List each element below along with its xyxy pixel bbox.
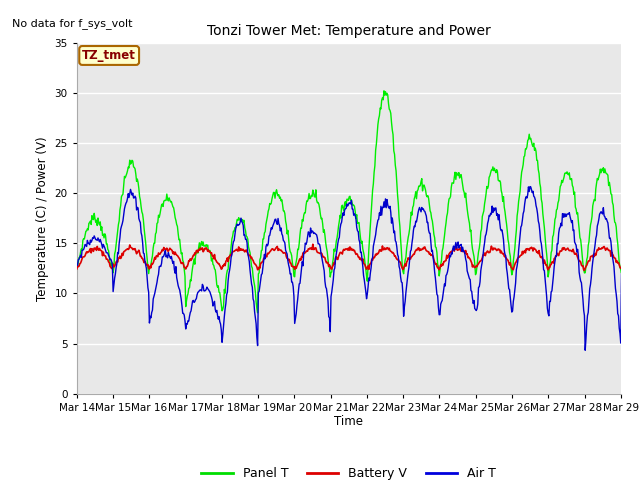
X-axis label: Time: Time — [334, 415, 364, 429]
Legend: Panel T, Battery V, Air T: Panel T, Battery V, Air T — [196, 462, 501, 480]
Title: Tonzi Tower Met: Temperature and Power: Tonzi Tower Met: Temperature and Power — [207, 24, 491, 38]
Text: TZ_tmet: TZ_tmet — [82, 49, 136, 62]
Y-axis label: Temperature (C) / Power (V): Temperature (C) / Power (V) — [36, 136, 49, 300]
Text: No data for f_sys_volt: No data for f_sys_volt — [12, 18, 132, 29]
